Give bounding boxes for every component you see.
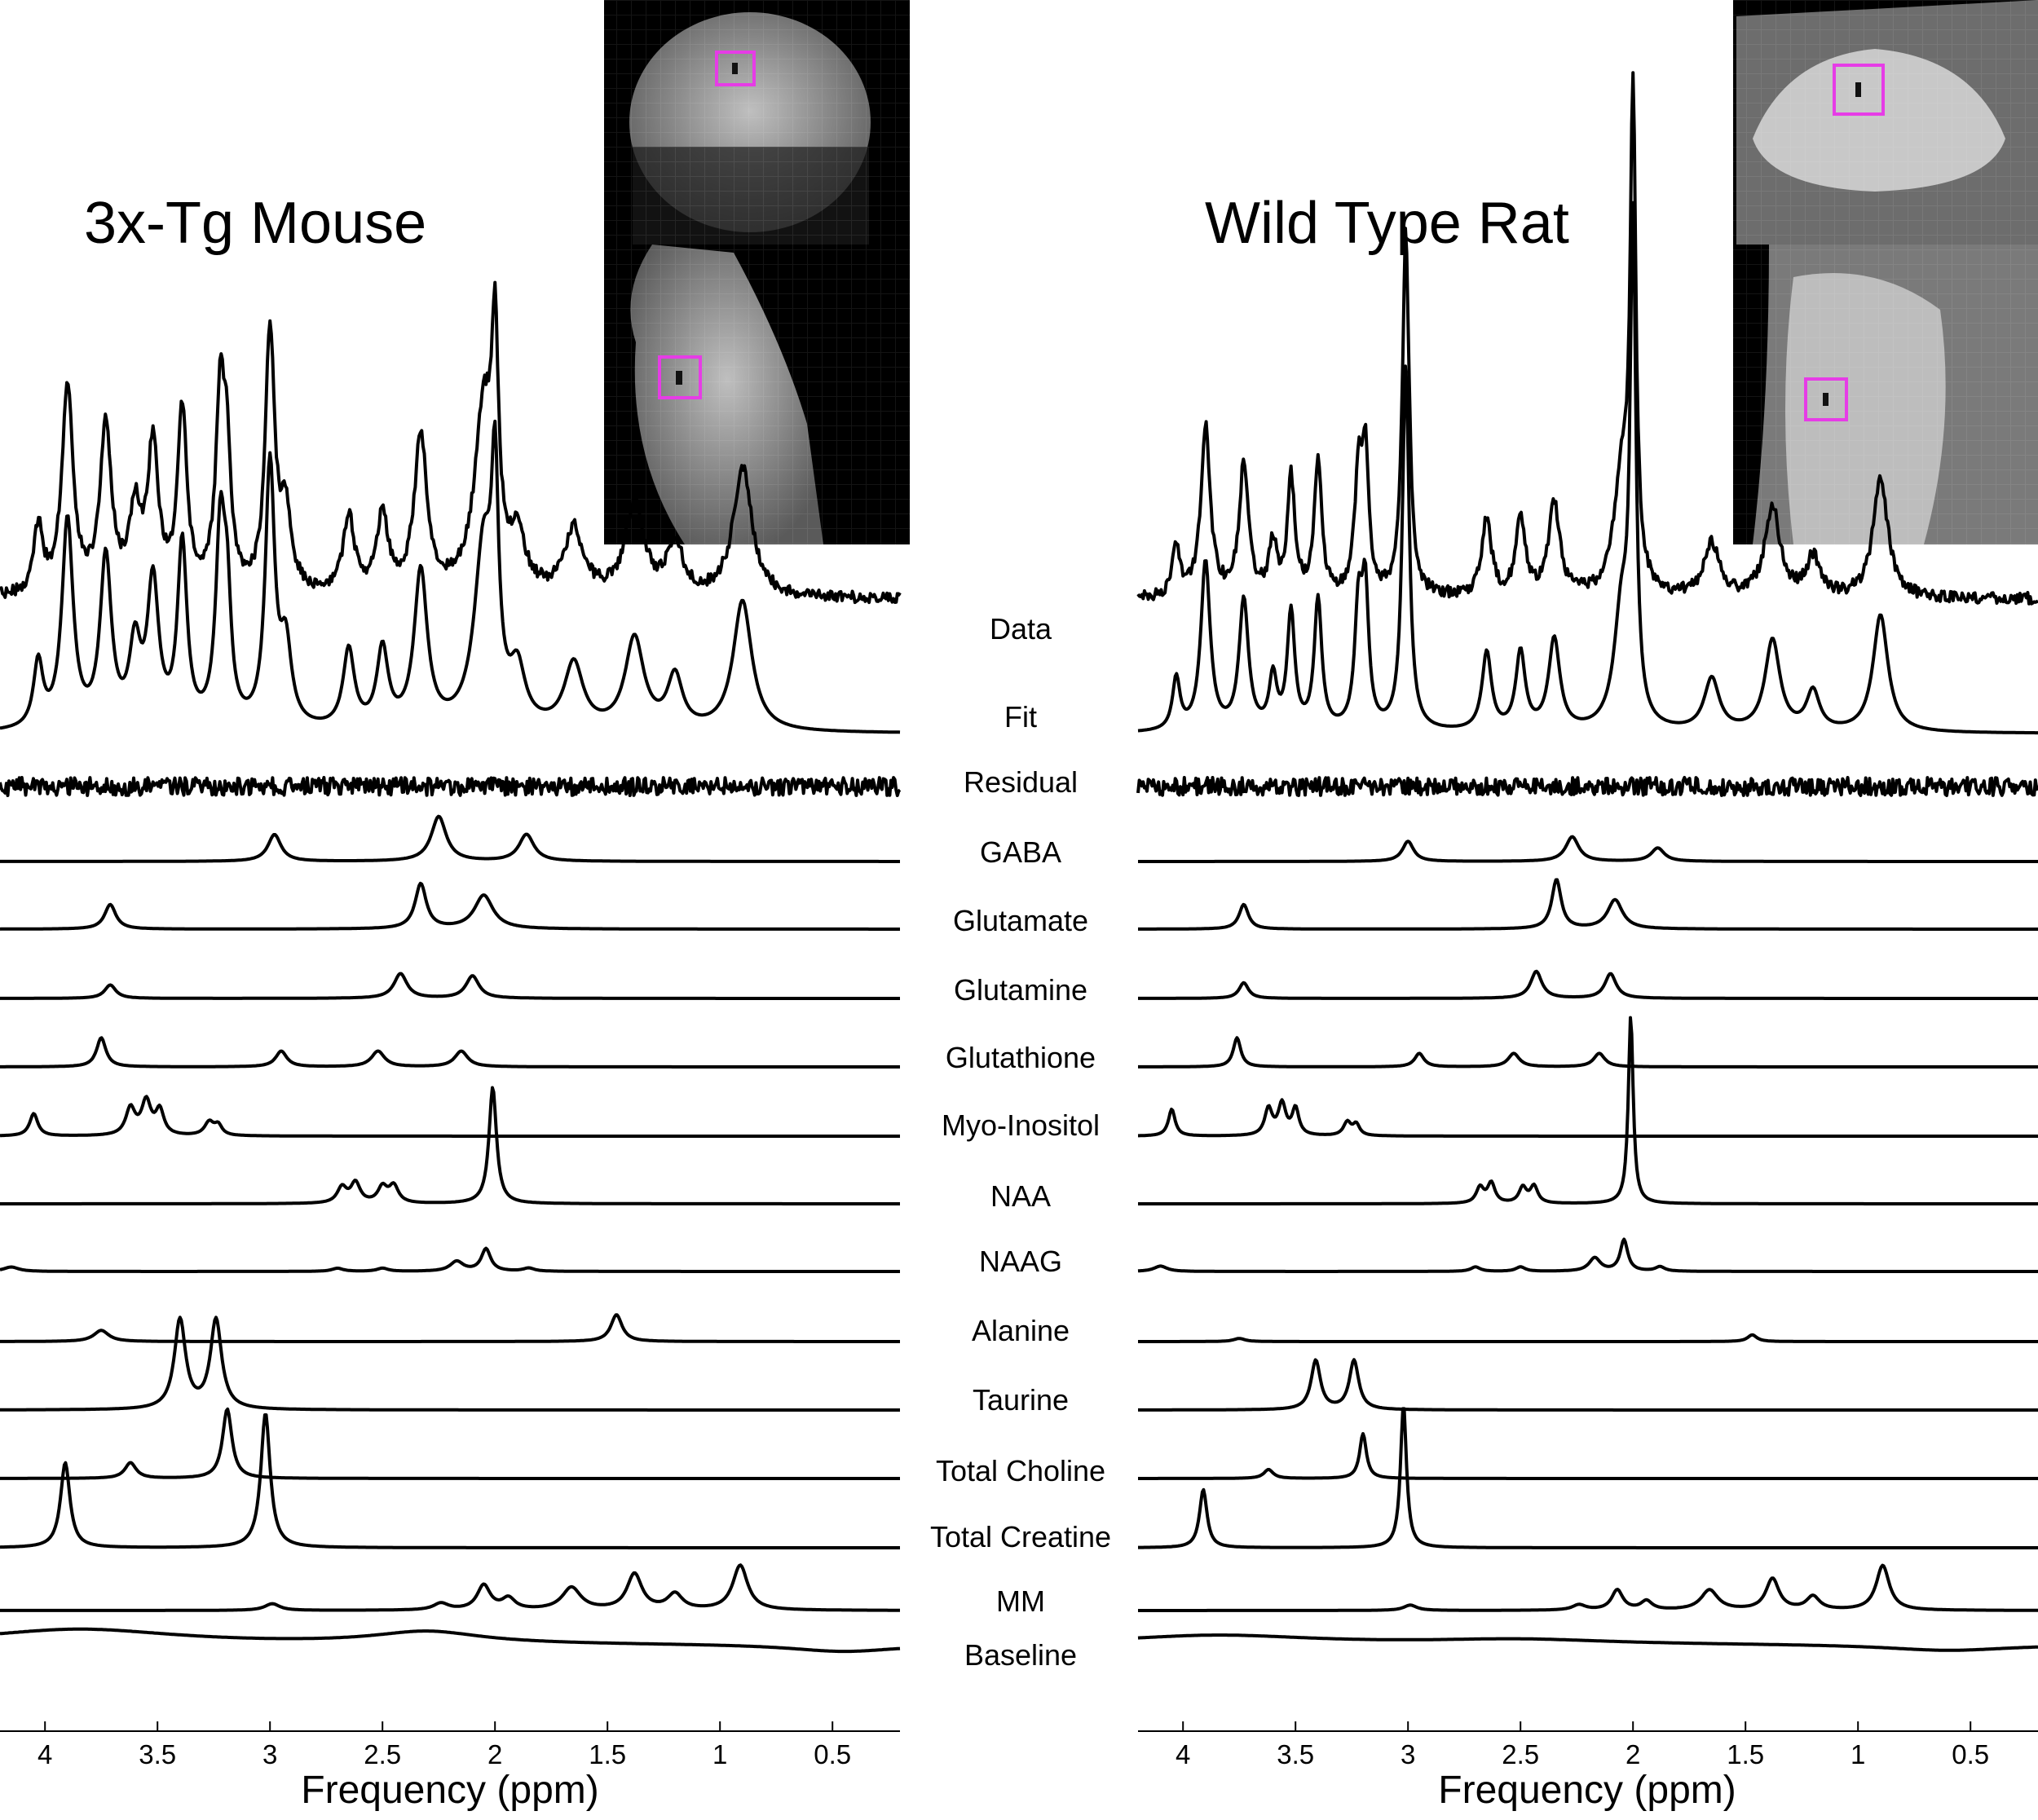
series-line-left-fit: [0, 419, 901, 734]
x-tick-label-right-4: 2: [1626, 1739, 1640, 1769]
row-label-glutamine: Glutamine: [954, 973, 1087, 1007]
series-line-right-naag: [1137, 1237, 2038, 1273]
mri-inset-left: [604, 0, 910, 544]
series-line-left-glutamate: [0, 881, 901, 931]
x-tick-label-right-0: 4: [1176, 1739, 1190, 1769]
series-line-right-data: [1136, 71, 2038, 606]
series-line-right-residual: [1136, 776, 2038, 797]
x-tick-label-left-0: 4: [37, 1739, 52, 1769]
x-tick-label-right-2: 3: [1401, 1739, 1415, 1769]
row-labels: Data Fit Residual GABA Glutamate Glutamine Glu…: [930, 612, 1111, 1672]
panel-right: Wild Type Rat 4 3.5 3 2.5 2 1.5 1 0.5 Frequency…: [1136, 0, 2038, 1812]
series-line-right-total-creatine: [1137, 1407, 2038, 1549]
series-line-left-total-creatine: [0, 1413, 901, 1549]
x-tick-label-right-1: 3.5: [1277, 1739, 1314, 1769]
row-label-gaba: GABA: [980, 835, 1061, 869]
series-line-right-gaba: [1137, 835, 2038, 863]
mri-inset-right: [1733, 0, 2038, 544]
series-line-left-alanine: [0, 1313, 901, 1343]
series-line-left-glutathione: [0, 1036, 901, 1069]
series-line-left-taurine: [0, 1315, 901, 1412]
row-label-total-creatine: Total Creatine: [930, 1520, 1111, 1553]
x-tick-label-left-1: 3.5: [139, 1739, 176, 1769]
panel-title-left: 3x-Tg Mouse: [84, 191, 426, 256]
series-line-right-taurine: [1137, 1358, 2038, 1412]
x-tick-label-left-5: 1.5: [589, 1739, 626, 1769]
series-line-left-residual: [0, 776, 902, 797]
row-label-naa: NAA: [990, 1179, 1051, 1213]
series-line-right-mm: [1137, 1563, 2038, 1612]
row-label-myo-inositol: Myo-Inositol: [942, 1108, 1100, 1142]
series-line-right-fit: [1137, 201, 2038, 735]
series-line-left-mm: [0, 1563, 901, 1612]
x-tick-label-left-2: 3: [262, 1739, 277, 1769]
x-tick-label-left-4: 2: [487, 1739, 502, 1769]
series-line-left-myo-inositol: [0, 1095, 901, 1138]
row-label-taurine: Taurine: [973, 1383, 1069, 1417]
series-line-left-total-choline: [0, 1407, 901, 1480]
row-label-baseline: Baseline: [964, 1638, 1077, 1672]
x-tick-label-left-7: 0.5: [814, 1739, 851, 1769]
row-label-glutamate: Glutamate: [953, 904, 1088, 937]
series-line-left-naa: [0, 1086, 901, 1205]
series-line-right-glutamine: [1137, 969, 2038, 1000]
row-label-fit: Fit: [1004, 700, 1037, 734]
x-axis-title-right: Frequency (ppm): [1438, 1769, 1736, 1812]
row-label-alanine: Alanine: [972, 1314, 1070, 1347]
series-line-right-glutamate: [1137, 878, 2038, 931]
row-label-residual: Residual: [964, 765, 1078, 799]
x-axis-left: 4 3.5 3 2.5 2 1.5 1 0.5 Frequency (ppm): [0, 1721, 900, 1812]
row-label-total-choline: Total Choline: [936, 1454, 1105, 1487]
series-line-left-glutamine: [0, 972, 901, 1000]
traces-left: [0, 280, 902, 1654]
x-axis-right: 4 3.5 3 2.5 2 1.5 1 0.5 Frequency (ppm): [1138, 1721, 2038, 1812]
series-line-right-glutathione: [1137, 1036, 2038, 1069]
series-line-left-baseline: [0, 1627, 901, 1654]
x-axis-title-left: Frequency (ppm): [301, 1769, 598, 1812]
x-tick-label-left-3: 2.5: [364, 1739, 401, 1769]
series-line-right-myo-inositol: [1137, 1098, 2038, 1138]
panel-left: 3x-Tg Mouse 4 3.5 3 2.5 2 1.5 1 0.5 Frequency (…: [0, 0, 910, 1812]
series-line-right-baseline: [1137, 1633, 2038, 1652]
series-line-left-gaba: [0, 814, 901, 863]
x-tick-label-right-7: 0.5: [1952, 1739, 1989, 1769]
row-label-mm: MM: [996, 1584, 1045, 1618]
series-line-right-alanine: [1137, 1333, 2038, 1343]
panel-title-right: Wild Type Rat: [1205, 191, 1569, 256]
x-tick-label-right-6: 1: [1851, 1739, 1865, 1769]
series-line-right-total-choline: [1137, 1432, 2038, 1480]
row-label-naag: NAAG: [979, 1245, 1062, 1278]
x-tick-label-right-5: 1.5: [1727, 1739, 1764, 1769]
x-tick-label-left-6: 1: [712, 1739, 727, 1769]
x-tick-label-right-3: 2.5: [1502, 1739, 1539, 1769]
series-line-left-data: [0, 280, 902, 605]
series-line-left-naag: [0, 1246, 901, 1273]
series-line-right-naa: [1137, 1016, 2038, 1205]
row-label-glutathione: Glutathione: [946, 1041, 1096, 1074]
traces-right: [1136, 71, 2038, 1652]
row-label-data: Data: [990, 612, 1052, 646]
